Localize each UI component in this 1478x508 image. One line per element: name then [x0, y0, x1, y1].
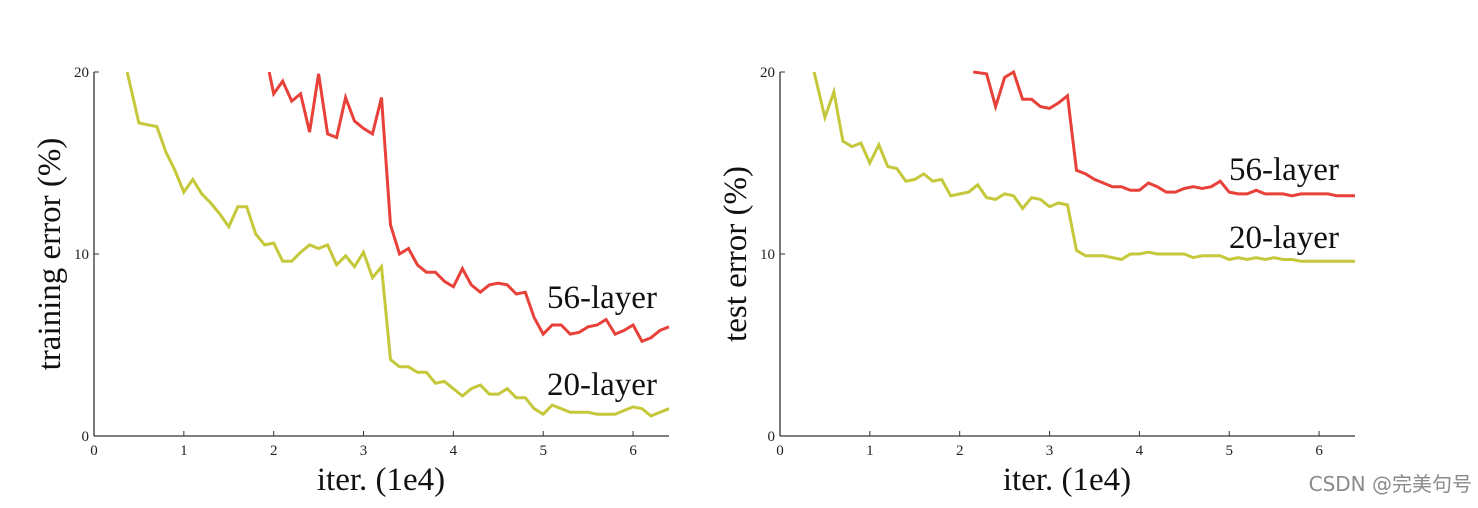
x-axis-label: iter. (1e4): [317, 462, 445, 498]
y-tick-label: 20: [74, 65, 89, 81]
x-tick-label: 1: [180, 443, 188, 459]
training-error-chart: 0 1 2 3 4 5 6 0 10 20 iter. (1e4) training error (%…: [32, 65, 670, 498]
x-tick-label: 4: [450, 443, 458, 459]
x-tick-label: 6: [629, 443, 637, 459]
series-label-56-layer: 56-layer: [547, 280, 657, 316]
series-line-56-layer: [267, 71, 670, 344]
y-tick-label: 0: [82, 429, 90, 445]
x-tick-label: 5: [539, 443, 547, 459]
x-tick-label: 2: [956, 443, 964, 459]
watermark-text: CSDN @完美句号: [1309, 472, 1472, 496]
series-label-20-layer: 20-layer: [1229, 220, 1339, 256]
series-label-20-layer: 20-layer: [547, 367, 657, 403]
y-tick-label: 20: [760, 65, 775, 81]
x-tick-label: 3: [1046, 443, 1054, 459]
y-tick-label: 10: [74, 247, 89, 263]
x-axis-label: iter. (1e4): [1003, 462, 1131, 498]
series-line-20-layer: [812, 71, 1355, 263]
x-tick-label: 0: [776, 443, 784, 459]
x-tick-label: 0: [90, 443, 98, 459]
test-error-chart: 0 1 2 3 4 5 6 0 10 20 iter. (1e4) test error (%) 56-…: [718, 65, 1355, 498]
x-tick-label: 1: [866, 443, 874, 459]
series-line-56-layer: [973, 69, 1355, 198]
x-tick-label: 2: [270, 443, 278, 459]
y-axis-label: training error (%): [32, 138, 68, 371]
series-line-20-layer: [125, 71, 670, 418]
series-label-56-layer: 56-layer: [1229, 152, 1339, 188]
x-tick-label: 3: [360, 443, 368, 459]
x-tick-label: 6: [1315, 443, 1323, 459]
y-tick-label: 10: [760, 247, 775, 263]
x-tick-label: 4: [1136, 443, 1144, 459]
y-axis-label: test error (%): [718, 166, 754, 342]
y-tick-label: 0: [768, 429, 776, 445]
x-tick-label: 5: [1225, 443, 1233, 459]
